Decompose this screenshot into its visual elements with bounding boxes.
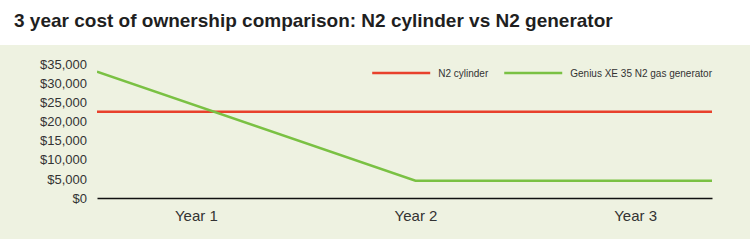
x-tick: Year 1 <box>175 198 218 224</box>
y-tick: $25,000 <box>40 95 97 110</box>
legend-label: Genius XE 35 N2 gas generator <box>570 68 712 79</box>
legend-label: N2 cylinder <box>438 68 489 79</box>
y-tick-label: $35,000 <box>40 57 87 72</box>
y-tick: $20,000 <box>40 114 97 129</box>
title: 3 year cost of ownership comparison: N2 … <box>14 10 613 31</box>
y-tick: $10,000 <box>40 152 97 167</box>
x-tick-label: Year 3 <box>614 207 657 224</box>
legend-item: Genius XE 35 N2 gas generator <box>504 68 712 79</box>
chart: 3 year cost of ownership comparison: N2 … <box>0 0 750 239</box>
y-tick: $30,000 <box>40 76 97 91</box>
legend-swatch <box>504 72 562 75</box>
y-tick: $15,000 <box>40 133 97 148</box>
x-tick: Year 2 <box>395 198 438 224</box>
y-tick-label: $30,000 <box>40 76 87 91</box>
x-tick-label: Year 1 <box>175 207 218 224</box>
series-line <box>97 72 712 181</box>
x-tick: Year 3 <box>614 198 657 224</box>
x-axis-line <box>98 198 713 200</box>
y-tick: $0 <box>73 191 97 206</box>
y-tick-label: $5,000 <box>47 172 87 187</box>
legend-item: N2 cylinder <box>372 68 489 79</box>
y-tick: $5,000 <box>47 172 97 187</box>
plot-lines <box>97 72 712 181</box>
legend-swatch <box>372 72 430 75</box>
legend: N2 cylinder Genius XE 35 N2 gas generator <box>372 68 712 79</box>
x-tick-label: Year 2 <box>395 207 438 224</box>
y-tick: $35,000 <box>40 57 97 72</box>
y-axis: $0 $5,000 $10,000 $15,000 $20,000 $25,000 $30,… <box>40 57 97 206</box>
y-tick-label: $25,000 <box>40 95 87 110</box>
panel-background <box>0 45 750 239</box>
y-tick-label: $10,000 <box>40 152 87 167</box>
series-line <box>97 111 712 114</box>
y-tick-label: $0 <box>73 191 87 206</box>
x-axis: Year 1 Year 2 Year 3 <box>98 198 713 224</box>
y-tick-label: $15,000 <box>40 133 87 148</box>
y-tick-label: $20,000 <box>40 114 87 129</box>
